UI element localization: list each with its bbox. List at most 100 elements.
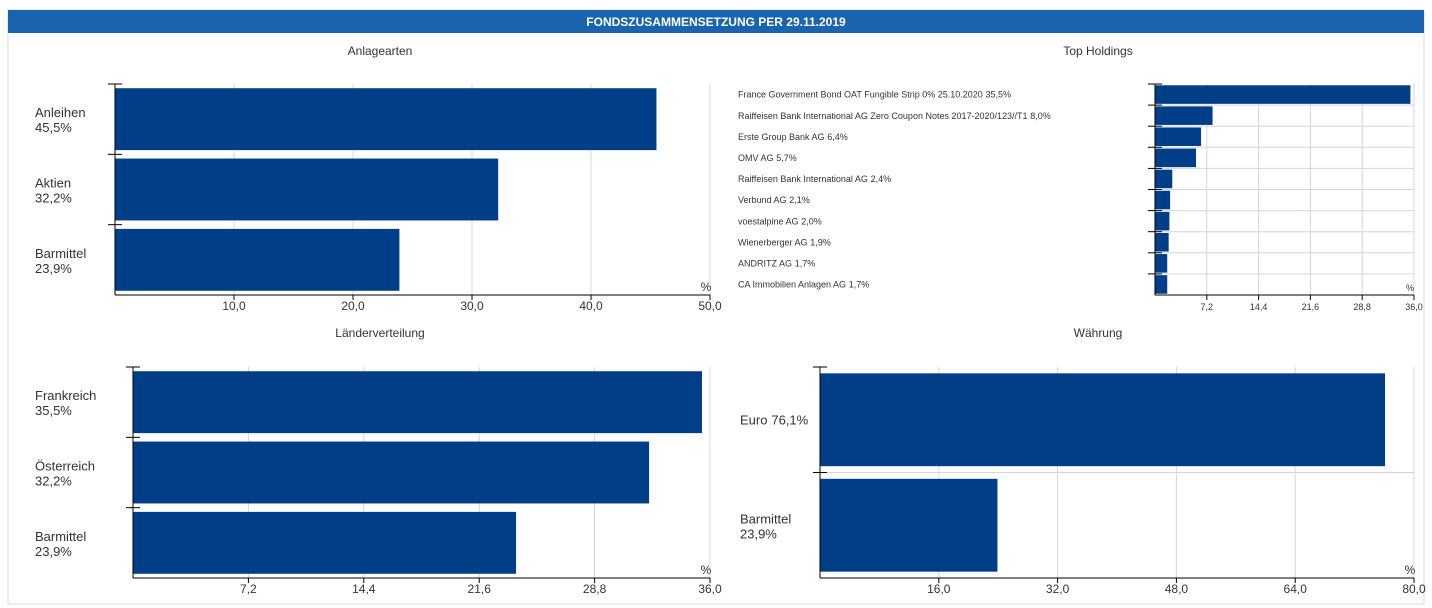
chart-title: Anlagearten	[348, 44, 413, 58]
category-name: Österreich	[35, 459, 95, 474]
category-name: Barmittel	[35, 246, 86, 261]
category-name: voestalpine AG	[738, 216, 799, 226]
x-tick-label: 48,0	[1165, 582, 1189, 596]
x-tick-label: 7,2	[240, 582, 257, 596]
value-label: 5,7%	[776, 153, 797, 163]
chart-title: Top Holdings	[1063, 44, 1132, 58]
chart-title: Länderverteilung	[335, 326, 424, 340]
x-tick-label: 10,0	[222, 299, 246, 313]
category-label: Frankreich 35,5%	[35, 388, 96, 418]
category-label: ANDRITZ AG 1,7%	[738, 259, 815, 269]
value-label: 45,5%	[35, 120, 72, 135]
value-label: 32,2%	[35, 191, 72, 206]
category-name: Barmittel	[35, 529, 86, 544]
category-label: voestalpine AG 2,0%	[738, 216, 822, 226]
bar	[133, 511, 517, 574]
category-label: Barmittel 23,9%	[35, 246, 86, 276]
unit-label: %	[701, 280, 712, 294]
bar	[115, 158, 499, 221]
value-label: 6,4%	[827, 132, 848, 142]
bar	[133, 371, 702, 434]
value-label: 2,1%	[789, 195, 810, 205]
x-tick-label: 36,0	[698, 582, 722, 596]
bar	[820, 373, 1386, 467]
bar	[1155, 106, 1213, 125]
chart-title: Währung	[1074, 326, 1123, 340]
category-label: Anleihen 45,5%	[35, 105, 86, 135]
value-label: 8,0%	[1030, 111, 1051, 121]
value-label: 23,9%	[35, 261, 72, 276]
value-label: 1,7%	[795, 259, 816, 269]
category-label: Österreich 32,2%	[35, 459, 95, 489]
category-label: Aktien 32,2%	[35, 176, 72, 206]
x-tick-label: 50,0	[698, 299, 722, 313]
value-label: 23,9%	[740, 526, 777, 541]
bar	[1155, 275, 1168, 294]
x-tick-label: 20,0	[341, 299, 365, 313]
category-label: Raiffeisen Bank International AG Zero Co…	[738, 111, 1051, 121]
x-tick-label: 40,0	[579, 299, 603, 313]
x-tick-label: 32,0	[1046, 582, 1070, 596]
bar	[133, 441, 650, 504]
category-label: Erste Group Bank AG 6,4%	[738, 132, 848, 142]
category-label: Euro 76,1%	[740, 412, 809, 427]
bar	[1155, 232, 1169, 252]
category-name: Erste Group Bank AG	[738, 132, 825, 142]
category-name: Aktien	[35, 176, 71, 191]
category-label: Wienerberger AG 1,9%	[738, 237, 831, 247]
x-tick-label: 80,0	[1402, 582, 1426, 596]
category-label: Raiffeisen Bank International AG 2,4%	[738, 174, 891, 184]
value-label: 1,9%	[810, 237, 831, 247]
x-tick-label: 21,6	[468, 582, 492, 596]
bar	[1155, 85, 1411, 104]
bar	[1155, 127, 1202, 147]
category-label: Verbund AG 2,1%	[738, 195, 810, 205]
bar	[1155, 211, 1170, 231]
x-tick-label: 16,0	[927, 582, 951, 596]
category-name: CA Immobilien Anlagen AG	[738, 280, 846, 290]
value-label: 2,0%	[801, 216, 822, 226]
category-name: Wienerberger AG	[738, 237, 808, 247]
x-tick-label: 14,4	[352, 582, 376, 596]
category-label: OMV AG 5,7%	[738, 153, 797, 163]
bar	[1155, 254, 1168, 273]
x-tick-label: 28,8	[1353, 302, 1371, 312]
header-bar	[8, 10, 1424, 33]
value-label: 23,9%	[35, 544, 72, 559]
bar	[115, 228, 400, 291]
bar	[1155, 190, 1171, 210]
category-label: France Government Bond OAT Fungible Stri…	[738, 90, 1011, 100]
x-tick-label: 30,0	[460, 299, 484, 313]
category-name: France Government Bond OAT Fungible Stri…	[738, 90, 983, 100]
x-tick-label: 28,8	[583, 582, 607, 596]
category-name: Verbund AG	[738, 195, 787, 205]
bar	[1155, 169, 1173, 189]
unit-label: %	[701, 563, 712, 577]
bar	[115, 88, 657, 151]
category-label: Barmittel 23,9%	[740, 511, 791, 541]
bar	[820, 478, 998, 572]
category-label: CA Immobilien Anlagen AG 1,7%	[738, 280, 869, 290]
category-name: Euro	[740, 412, 767, 427]
x-tick-label: 21,6	[1302, 302, 1320, 312]
category-name: Raiffeisen Bank International AG Zero Co…	[738, 111, 1028, 121]
x-tick-label: 14,4	[1250, 302, 1268, 312]
value-label: 32,2%	[35, 474, 72, 489]
unit-label: %	[1406, 283, 1414, 293]
unit-label: %	[1405, 563, 1416, 577]
value-label: 35,5%	[986, 90, 1012, 100]
category-name: Anleihen	[35, 105, 86, 120]
category-name: OMV AG	[738, 153, 774, 163]
category-name: Frankreich	[35, 388, 96, 403]
value-label: 1,7%	[849, 280, 870, 290]
value-label: 76,1%	[771, 412, 808, 427]
value-label: 35,5%	[35, 403, 72, 418]
x-tick-label: 7,2	[1201, 302, 1214, 312]
x-tick-label: 64,0	[1284, 582, 1308, 596]
category-name: Raiffeisen Bank International AG	[738, 174, 868, 184]
category-label: Barmittel 23,9%	[35, 529, 86, 559]
category-name: Barmittel	[740, 511, 791, 526]
category-name: ANDRITZ AG	[738, 259, 792, 269]
value-label: 2,4%	[871, 174, 892, 184]
